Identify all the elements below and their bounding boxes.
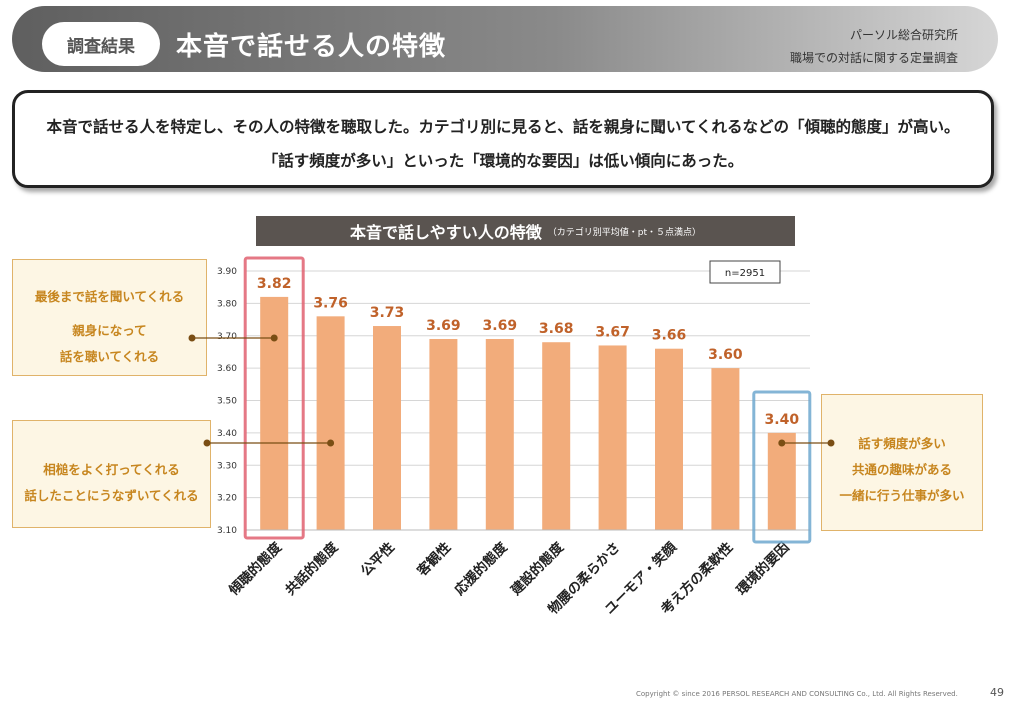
bar [316,316,345,530]
connector-dot [327,439,335,447]
x-tick-label: 共話的態度 [282,538,342,598]
footer-copyright: Copyright © since 2016 PERSOL RESEARCH A… [636,690,958,698]
page-number: 49 [990,686,1004,699]
callout-listening-line-3: 話を聴いてくれる [59,349,160,364]
bar [260,296,289,530]
highlight-box-high [243,256,305,540]
x-tick-label: 傾聴的態度 [225,538,286,599]
y-tick-label: 3.50 [217,397,237,407]
callout-backchannel-line-2: 話したことにうなずいてくれる [24,488,199,503]
callout-environment-line-2: 共通の趣味がある [851,462,952,477]
callout-environment-line-1: 話す頻度が多い [858,436,946,451]
y-tick-label: 3.70 [217,332,237,342]
sample-size-box [709,260,781,284]
data-label: 3.60 [708,347,743,363]
x-tick-label: 客観性 [413,538,455,580]
header-organization: パーソル総合研究所 [849,28,958,42]
chart-title: 本音で話しやすい人の特徴 [349,223,542,242]
chart-subtitle: （カテゴリ別平均値・pt・５点満点） [547,227,702,238]
data-label: 3.66 [652,328,687,344]
connector-dot [203,439,211,447]
y-tick-label: 3.20 [217,494,237,504]
bar [767,432,796,530]
header-bar: 調査結果 本音で話せる人の特徴 パーソル総合研究所 職場での対話に関する定量調査 [12,6,998,72]
y-tick-label: 3.80 [217,299,237,309]
summary-line-1: 本音で話せる人を特定し、その人の特徴を聴取した。カテゴリ別に見ると、話を親身に聞… [46,118,960,136]
page-title: 本音で話せる人の特徴 [176,32,447,62]
callout-listening: 最後まで話を聞いてくれる 親身になって 話を聴いてくれる [12,259,207,376]
bar [598,345,627,530]
x-tick-label: 建設的態度 [507,538,568,599]
callout-listening-line-1: 最後まで話を聞いてくれる [34,289,185,304]
callout-backchannel-line-1: 相槌をよく打ってくれる [43,462,180,477]
bar [429,338,458,530]
highlight-box-low [752,390,812,544]
bar [711,368,740,530]
connector-dot [270,334,278,342]
data-label: 3.76 [313,295,348,311]
data-label: 3.69 [426,318,461,334]
summary-line-2: 「話す頻度が多い」といった「環境的な要因」は低い傾向にあった。 [262,152,744,170]
y-tick-label: 3.40 [217,429,237,439]
y-tick-label: 3.30 [217,461,237,471]
data-label: 3.73 [370,305,405,321]
callout-backchannel: 相槌をよく打ってくれる 話したことにうなずいてくれる [12,420,211,528]
chart-title-bar: 本音で話しやすい人の特徴 （カテゴリ別平均値・pt・５点満点） [256,216,795,246]
bar [373,326,401,530]
x-tick-label: 環境的要因 [733,539,793,599]
y-tick-label: 3.10 [217,526,237,536]
bar [485,338,514,530]
sample-size-label: n=2951 [725,268,765,279]
callout-environment-line-3: 一緒に行う仕事が多い [839,488,965,503]
header-survey-name: 職場での対話に関する定量調査 [789,51,958,65]
x-tick-label: 公平性 [357,538,398,579]
connector-dot [778,439,786,447]
summary-box: 本音で話せる人を特定し、その人の特徴を聴取した。カテゴリ別に見ると、話を親身に聞… [12,90,994,188]
y-tick-label: 3.60 [217,364,237,374]
callout-environment: 話す頻度が多い 共通の趣味がある 一緒に行う仕事が多い [821,394,983,531]
callout-listening-line-2: 親身になって [72,323,147,338]
y-tick-label: 3.90 [217,267,237,277]
x-tick-label: 応援的態度 [451,538,511,598]
data-label: 3.68 [539,321,574,337]
data-label: 3.40 [765,412,800,428]
header-tag: 調査結果 [42,22,160,66]
connector-dot [188,334,196,342]
bar [655,348,683,530]
data-label: 3.69 [483,318,518,334]
bar [542,342,571,530]
data-label: 3.67 [595,324,630,340]
connector-dot [827,439,835,447]
data-label: 3.82 [257,276,292,292]
